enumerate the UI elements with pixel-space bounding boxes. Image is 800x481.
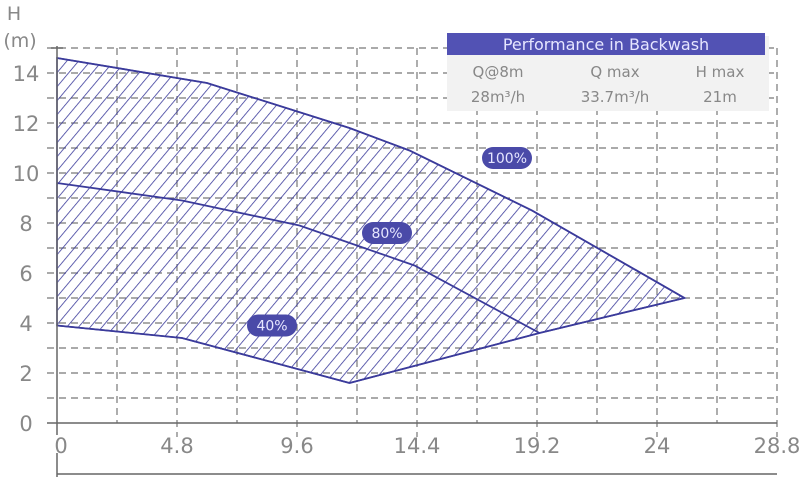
y-axis-label-line-1: H: [7, 3, 21, 25]
x-tick-label: 0: [54, 434, 67, 458]
info-table-value-qmax: 33.7m³/h: [581, 88, 650, 106]
y-tick-label: 8: [19, 212, 32, 236]
y-tick-label: 12: [13, 112, 40, 136]
curves: [56, 57, 685, 384]
series-label-badge: [247, 314, 297, 337]
y-tick-label: 4: [19, 312, 32, 336]
curve-80pct: [56, 182, 540, 334]
info-table-header-qmax: Q max: [590, 63, 639, 81]
x-tick-label: 28.8: [754, 434, 800, 458]
series-labels: 100% 80% 40%: [247, 147, 532, 337]
info-table-value-hmax: 21m: [703, 88, 737, 106]
series-label-text: 40%: [256, 319, 287, 335]
y-tick-label: 0: [19, 412, 32, 436]
x-tick-label: 9.6: [280, 434, 313, 458]
series-label-badge: [362, 222, 412, 244]
series-label-badge: [482, 147, 532, 169]
info-table-header-hmax: H max: [696, 63, 745, 81]
info-table-title: Performance in Backwash: [503, 35, 709, 54]
x-tick-label: 14.4: [394, 434, 441, 458]
y-axis-label: H (m): [3, 3, 36, 52]
info-table-header-q8: Q@8m: [473, 63, 524, 81]
info-table: Performance in Backwash Q@8m Q max H max…: [447, 33, 769, 111]
info-table-title-bar: [447, 33, 765, 55]
y-tick-label: 2: [19, 362, 32, 386]
y-tick-label: 14: [13, 62, 40, 86]
curve-40pct: [56, 324, 350, 384]
series-label-text: 80%: [371, 226, 402, 242]
y-axis-label-line-2: (m): [3, 30, 36, 52]
y-tick-label: 6: [19, 262, 32, 286]
info-table-value-q8: 28m³/h: [471, 88, 525, 106]
y-tick-label: 10: [13, 162, 40, 186]
x-tick-label: 19.2: [514, 434, 561, 458]
curve-100pct: [56, 57, 685, 299]
x-tick-label: 4.8: [160, 434, 193, 458]
lower-boundary-curve: [349, 297, 685, 384]
x-tick-label: 24: [644, 434, 671, 458]
series-label-text: 100%: [487, 151, 527, 167]
